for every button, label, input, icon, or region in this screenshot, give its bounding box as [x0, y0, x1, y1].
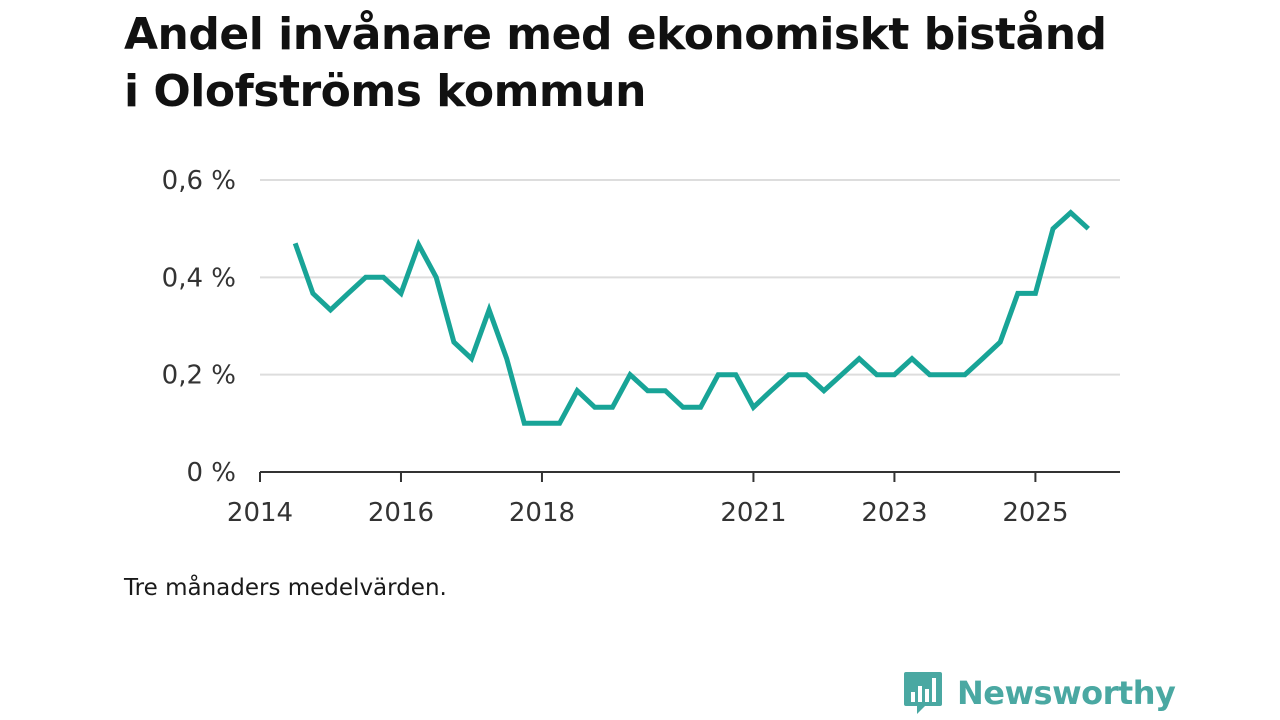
x-tick-label-2: 2018 — [509, 498, 575, 528]
x-axis-ticks: 2014 2016 2018 2021 2023 2025 — [227, 472, 1068, 528]
y-tick-label-3: 0,6 % — [162, 166, 236, 196]
y-tick-label-1: 0,2 % — [162, 361, 236, 391]
x-tick-label-5: 2025 — [1002, 498, 1068, 528]
bar-chart-speech-bubble-icon — [904, 672, 942, 714]
brand-name: Newsworthy — [957, 674, 1176, 712]
y-axis-tick-labels: 0 % 0,2 % 0,4 % 0,6 % — [162, 166, 236, 488]
y-tick-label-2: 0,4 % — [162, 263, 236, 293]
x-tick-label-0: 2014 — [227, 498, 293, 528]
y-tick-label-0: 0 % — [186, 458, 236, 488]
gridlines — [260, 179, 1120, 376]
x-tick-label-4: 2023 — [861, 498, 927, 528]
footnote: Tre månaders medelvärden. — [124, 575, 447, 601]
brand-logo: Newsworthy — [903, 668, 1176, 718]
x-tick-label-3: 2021 — [720, 498, 786, 528]
x-tick-label-1: 2016 — [368, 498, 434, 528]
series-line-0 — [292, 209, 1090, 426]
chart-title: Andel invånare med ekonomiskt bistånd i … — [124, 9, 1107, 117]
series — [292, 209, 1090, 426]
